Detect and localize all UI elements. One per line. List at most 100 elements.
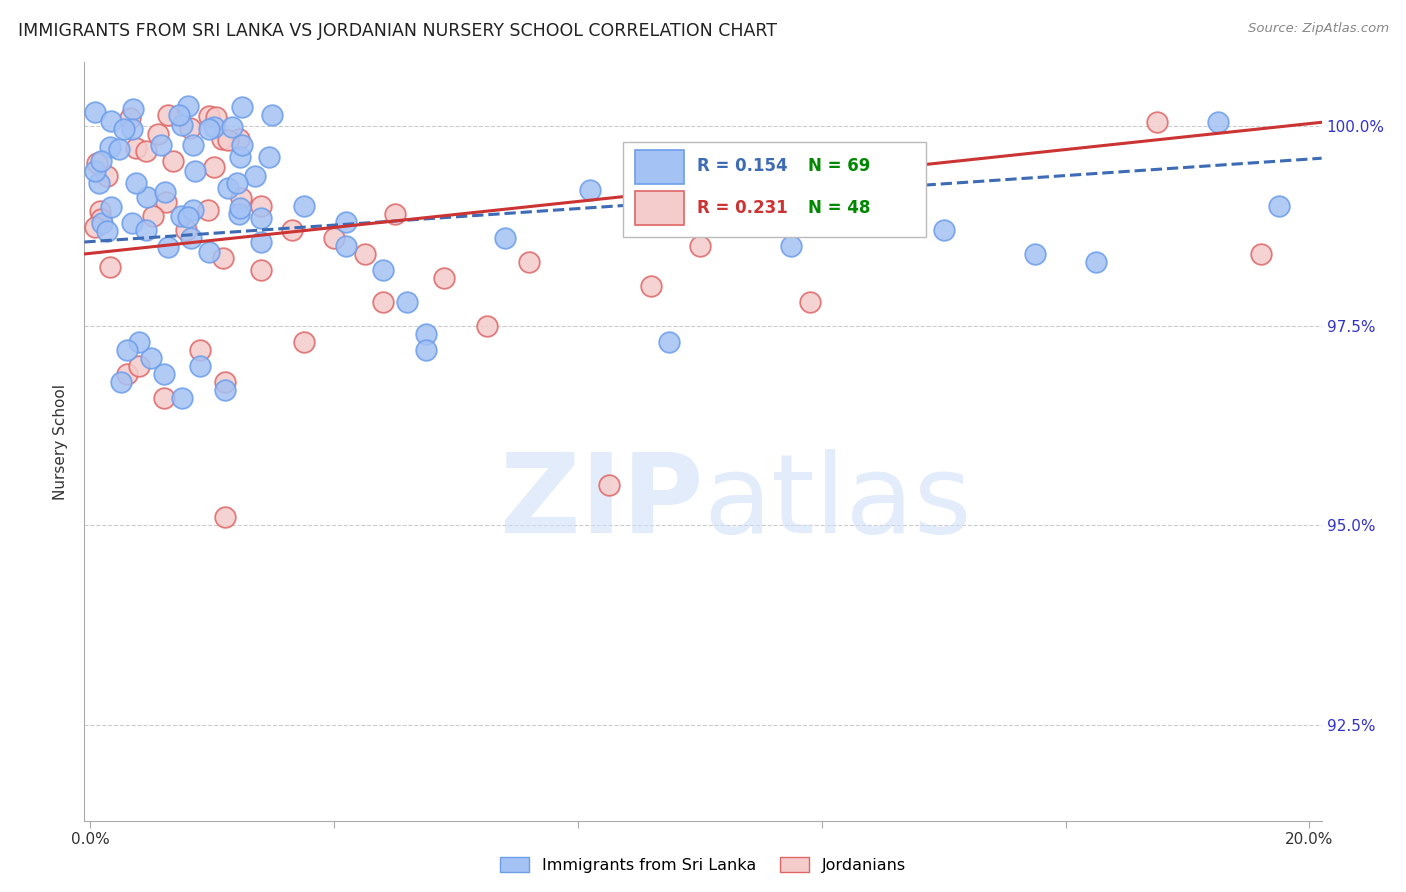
Point <box>371 263 394 277</box>
Point <box>153 185 176 199</box>
Point <box>214 510 236 524</box>
Point <box>83 220 105 235</box>
Point <box>228 207 250 221</box>
Point <box>598 478 620 492</box>
Point <box>98 140 121 154</box>
Point <box>221 120 243 134</box>
Point <box>494 231 516 245</box>
Point <box>204 111 226 125</box>
Point <box>292 199 315 213</box>
Point <box>257 150 280 164</box>
Point <box>212 251 235 265</box>
Point <box>181 202 204 217</box>
Point <box>799 294 821 309</box>
Point <box>122 102 145 116</box>
Point <box>162 154 184 169</box>
Point <box>108 142 131 156</box>
Point <box>184 163 207 178</box>
Point <box>152 391 174 405</box>
Point <box>415 326 437 341</box>
Point <box>115 343 138 357</box>
Point <box>1085 255 1108 269</box>
Point <box>150 138 173 153</box>
Point <box>135 223 157 237</box>
Point <box>217 181 239 195</box>
Point <box>118 111 141 125</box>
FancyBboxPatch shape <box>636 191 685 226</box>
Point <box>689 239 711 253</box>
Point <box>226 177 249 191</box>
Point <box>141 351 163 365</box>
Point <box>249 235 271 249</box>
Point <box>202 120 225 135</box>
Point <box>135 145 157 159</box>
Point <box>249 211 271 226</box>
Point <box>112 122 135 136</box>
FancyBboxPatch shape <box>623 142 925 236</box>
Point <box>115 367 138 381</box>
Point <box>121 216 143 230</box>
Point <box>243 169 266 183</box>
Point <box>125 141 148 155</box>
Text: R = 0.231: R = 0.231 <box>697 199 787 217</box>
Point <box>217 133 239 147</box>
Point <box>292 334 315 349</box>
Point <box>179 121 201 136</box>
Point <box>98 260 121 274</box>
Point <box>198 109 221 123</box>
Point <box>202 160 225 174</box>
Text: N = 69: N = 69 <box>808 157 870 176</box>
Y-axis label: Nursery School: Nursery School <box>53 384 69 500</box>
Point <box>229 191 252 205</box>
Point <box>89 176 111 190</box>
Point <box>1250 247 1272 261</box>
Point <box>172 118 194 132</box>
Point <box>231 100 253 114</box>
Point <box>181 137 204 152</box>
Point <box>167 108 190 122</box>
Point <box>83 104 105 119</box>
Point <box>152 367 174 381</box>
Text: R = 0.154: R = 0.154 <box>697 157 787 176</box>
Point <box>110 375 132 389</box>
Point <box>83 164 105 178</box>
Point <box>155 195 177 210</box>
Point <box>932 223 955 237</box>
Point <box>353 247 375 261</box>
Point <box>86 156 108 170</box>
Point <box>335 215 357 229</box>
Point <box>90 216 112 230</box>
Point <box>90 153 112 168</box>
Text: atlas: atlas <box>703 449 972 556</box>
Point <box>100 200 122 214</box>
FancyBboxPatch shape <box>636 150 685 184</box>
Point <box>780 239 803 253</box>
Point <box>323 231 346 245</box>
Point <box>125 176 148 190</box>
Text: IMMIGRANTS FROM SRI LANKA VS JORDANIAN NURSERY SCHOOL CORRELATION CHART: IMMIGRANTS FROM SRI LANKA VS JORDANIAN N… <box>18 22 778 40</box>
Point <box>396 294 419 309</box>
Point <box>136 190 159 204</box>
Point <box>198 244 221 259</box>
Point <box>96 169 118 184</box>
Point <box>231 138 253 153</box>
Point <box>197 121 219 136</box>
Point <box>96 224 118 238</box>
Point <box>89 204 111 219</box>
Point <box>1206 115 1229 129</box>
Point <box>280 223 302 237</box>
Point <box>180 231 202 245</box>
Point <box>100 114 122 128</box>
Point <box>188 343 211 357</box>
Point <box>90 212 112 227</box>
Point <box>260 108 283 122</box>
Point <box>214 383 236 397</box>
Legend: Immigrants from Sri Lanka, Jordanians: Immigrants from Sri Lanka, Jordanians <box>494 851 912 880</box>
Point <box>156 239 179 253</box>
Point <box>250 263 273 277</box>
Point <box>415 343 437 357</box>
Point <box>229 151 252 165</box>
Point <box>335 239 357 253</box>
Point <box>156 108 179 122</box>
Point <box>177 210 200 224</box>
